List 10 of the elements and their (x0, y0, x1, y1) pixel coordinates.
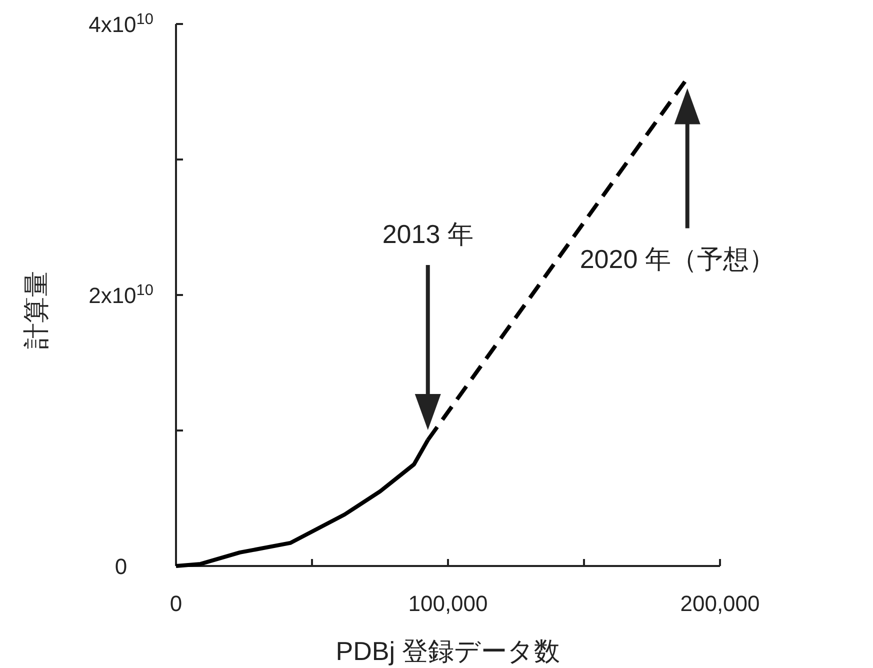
annotation: 2013 年 (382, 218, 474, 249)
annotation: 2020 年（予想） (580, 244, 775, 274)
y-tick-label: 0 (114, 554, 128, 579)
y-tick-label: 2x10$^{10}$ (88, 282, 154, 308)
y-tick-label: 4x10$^{10}$ (88, 10, 154, 37)
x-tick-label: 100,000 (408, 591, 488, 616)
y-axis-title: 計算量 (21, 271, 51, 349)
x-tick-label: 200,000 (680, 591, 760, 616)
x-axis-title: PDBj 登録データ数 (336, 636, 560, 666)
x-tick-label: 0 (170, 591, 182, 616)
